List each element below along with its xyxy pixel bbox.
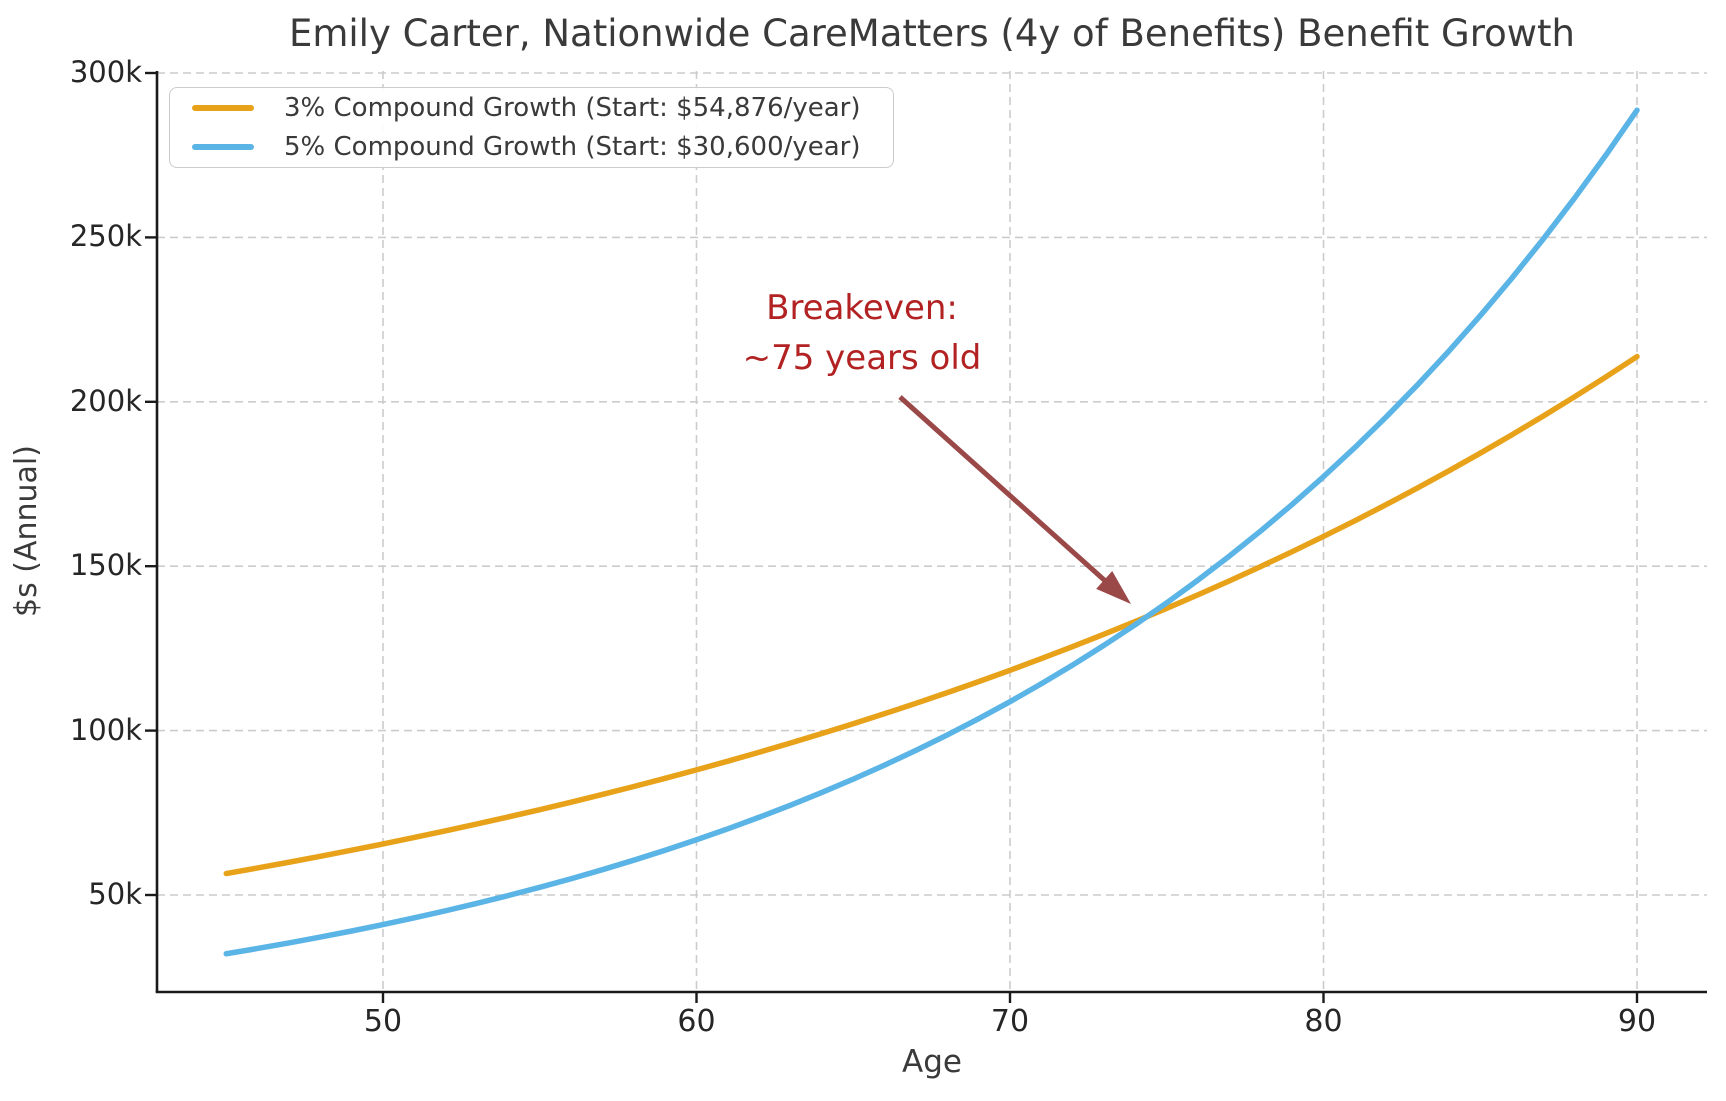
breakeven-arrow-head [1096, 571, 1131, 604]
x-tick-label: 90 [1617, 1004, 1657, 1039]
breakeven-annotation-line2: ~75 years old [742, 338, 982, 378]
legend-swatch-5pct-line [192, 144, 254, 151]
legend: 3% Compound Growth (Start: $54,876/year)… [169, 87, 894, 168]
y-tick-label: 250k [69, 219, 142, 254]
series-line-3pct [223, 353, 1640, 877]
legend-label-3pct: 3% Compound Growth (Start: $54,876/year) [284, 92, 861, 123]
x-axis-label: Age [902, 1044, 962, 1080]
x-tick-label: 50 [363, 1004, 403, 1039]
y-tick-label: 200k [69, 383, 142, 418]
series-line-5pct [223, 107, 1640, 957]
legend-swatch-3pct-line [192, 104, 254, 111]
x-tick-label: 80 [1304, 1004, 1343, 1039]
y-tick-label: 50k [88, 877, 142, 911]
breakeven-annotation-line1: Breakeven: [766, 288, 958, 328]
x-tick-label: 60 [677, 1004, 716, 1039]
legend-item-3pct: 3% Compound Growth (Start: $54,876/year) [170, 88, 893, 128]
legend-item-5pct: 5% Compound Growth (Start: $30,600/year) [170, 128, 893, 168]
legend-label-5pct: 5% Compound Growth (Start: $30,600/year) [284, 132, 861, 163]
y-tick-label: 100k [69, 712, 142, 747]
chart-title: Emily Carter, Nationwide CareMatters (4y… [288, 12, 1575, 55]
y-axis-label: $s (Annual) [9, 445, 44, 617]
y-tick-label: 150k [69, 548, 142, 583]
x-tick-label: 70 [990, 1004, 1030, 1039]
breakeven-annotation: Breakeven: ~75 years old [662, 283, 1062, 383]
y-tick-label: 300k [69, 55, 142, 89]
breakeven-arrow-shaft [898, 395, 1111, 586]
